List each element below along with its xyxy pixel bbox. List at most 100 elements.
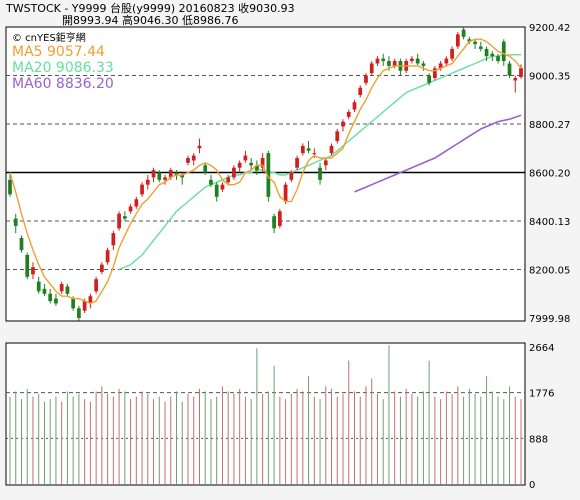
ma5-line xyxy=(9,38,522,305)
candle-body xyxy=(8,179,12,195)
candle-body xyxy=(232,167,236,178)
candle-body xyxy=(157,172,162,180)
candle xyxy=(140,182,144,197)
candle-body xyxy=(318,167,322,180)
candle-body xyxy=(186,158,190,163)
candle xyxy=(300,143,305,156)
ma5-series xyxy=(9,38,522,305)
candle-body xyxy=(226,177,231,183)
candle-body xyxy=(163,177,167,180)
candle-body xyxy=(484,48,489,57)
candle-body xyxy=(59,284,64,292)
price-tick-label: 8800.27 xyxy=(529,120,570,131)
volume-panel: 2664 1776 888 0 xyxy=(5,342,554,491)
candle-body xyxy=(300,145,305,154)
candle xyxy=(13,213,18,234)
candle xyxy=(197,138,202,154)
candle-body xyxy=(455,34,460,47)
candle xyxy=(444,56,449,66)
candle-body xyxy=(94,279,98,292)
candle xyxy=(364,73,368,86)
candle-body xyxy=(323,160,328,166)
candle xyxy=(277,208,282,229)
candle xyxy=(341,119,345,132)
candle xyxy=(455,31,460,49)
candle xyxy=(163,174,167,185)
volume-axis: 2664 1776 888 0 xyxy=(529,343,554,491)
candle-body xyxy=(145,179,150,185)
candle-body xyxy=(312,153,317,155)
price-panel-frame xyxy=(5,26,526,322)
candle xyxy=(243,150,248,163)
candle-body xyxy=(31,267,35,275)
candle-body xyxy=(174,172,179,175)
candle-body xyxy=(214,184,219,197)
candle-body xyxy=(433,68,437,79)
candle xyxy=(134,196,139,209)
candle xyxy=(392,58,397,69)
candle xyxy=(249,158,254,171)
candle-body xyxy=(358,87,363,95)
candle-body xyxy=(415,58,420,64)
candle-body xyxy=(54,298,58,304)
candle-body xyxy=(444,58,449,64)
ma60-line xyxy=(354,114,522,193)
candle-body xyxy=(42,288,47,294)
candle xyxy=(203,162,208,175)
volume-tick-label: 0 xyxy=(529,480,535,491)
candle xyxy=(427,73,432,86)
candle xyxy=(220,182,225,192)
candle xyxy=(496,53,500,64)
ma60-series xyxy=(354,114,522,193)
candle-body xyxy=(421,63,426,66)
candle-body xyxy=(105,250,110,263)
candle-body xyxy=(295,158,299,168)
candle-body xyxy=(82,301,87,311)
candle-body xyxy=(392,61,397,66)
candle xyxy=(105,247,110,265)
price-tick-label: 8400.13 xyxy=(529,217,570,228)
candle xyxy=(94,276,98,294)
candle xyxy=(329,143,334,156)
candle xyxy=(214,182,219,202)
candle xyxy=(358,85,363,98)
candle xyxy=(157,170,162,183)
candle-body xyxy=(352,102,357,110)
candle-body xyxy=(77,308,81,318)
candle xyxy=(99,262,104,275)
candle-body xyxy=(197,145,202,149)
candle-body xyxy=(364,75,368,83)
candle xyxy=(232,165,236,180)
price-tick-label: 8200.05 xyxy=(529,266,570,277)
header-line1: TWSTOCK - Y9999 台股(y9999) 20160823 收9030… xyxy=(5,1,295,15)
volume-tick-label: 888 xyxy=(529,434,548,445)
candle xyxy=(461,27,466,40)
brand-label: © cnYES鉅亨網 xyxy=(12,31,86,44)
candle-body xyxy=(277,211,282,226)
candle xyxy=(283,182,288,205)
price-tick-label: 7999.98 xyxy=(529,314,570,325)
candle-body xyxy=(519,68,523,78)
candle xyxy=(19,235,24,253)
candle-body xyxy=(134,199,139,207)
candle-body xyxy=(13,218,18,226)
price-panel: 9200.42 9000.35 8800.27 8600.20 8400.13 8200.… xyxy=(5,23,570,325)
candle xyxy=(111,230,116,251)
candle-body xyxy=(272,216,276,229)
candle-body xyxy=(168,170,173,178)
candle-body xyxy=(427,75,432,83)
candle-body xyxy=(88,296,93,304)
legend-ma20: MA20 9086.33 xyxy=(12,60,114,76)
ma20-line xyxy=(118,54,521,271)
candle-body xyxy=(209,179,213,185)
candle-body xyxy=(249,162,254,166)
candle xyxy=(31,262,35,280)
candle-body xyxy=(151,170,156,178)
candle-body xyxy=(260,158,265,168)
candle-body xyxy=(473,41,477,45)
candle-body xyxy=(99,264,104,272)
candle xyxy=(421,61,426,71)
candle-body xyxy=(266,153,271,197)
price-tick-label: 9000.35 xyxy=(529,71,570,82)
candle xyxy=(473,39,477,49)
